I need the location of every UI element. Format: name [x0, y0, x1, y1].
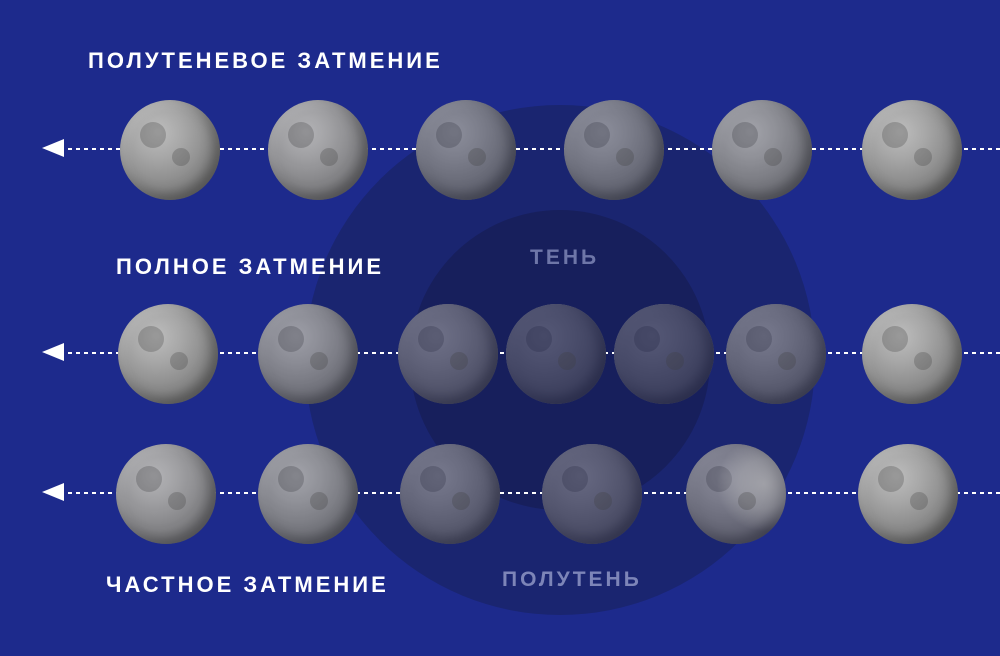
label-penumbral: ПОЛУТЕНЕВОЕ ЗАТМЕНИЕ [88, 48, 443, 74]
moon-penumbral-4 [712, 100, 812, 200]
arrow-total [42, 343, 64, 361]
moon-total-1 [258, 304, 358, 404]
penumbra-label: ПОЛУТЕНЬ [502, 568, 642, 592]
moon-total-5 [726, 304, 826, 404]
moon-penumbral-2 [416, 100, 516, 200]
moon-total-2 [398, 304, 498, 404]
moon-partial-0 [116, 444, 216, 544]
moon-partial-3 [542, 444, 642, 544]
moon-penumbral-5 [862, 100, 962, 200]
label-total: ПОЛНОЕ ЗАТМЕНИЕ [116, 254, 384, 280]
moon-partial-1 [258, 444, 358, 544]
moon-partial-4 [686, 444, 786, 544]
moon-partial-2 [400, 444, 500, 544]
moon-partial-5 [858, 444, 958, 544]
moon-total-0 [118, 304, 218, 404]
label-partial: ЧАСТНОЕ ЗАТМЕНИЕ [106, 572, 389, 598]
moon-penumbral-3 [564, 100, 664, 200]
arrow-penumbral [42, 139, 64, 157]
umbra-label: ТЕНЬ [530, 246, 599, 270]
moon-penumbral-0 [120, 100, 220, 200]
arrow-partial [42, 483, 64, 501]
moon-total-4 [614, 304, 714, 404]
moon-total-3 [506, 304, 606, 404]
moon-total-6 [862, 304, 962, 404]
moon-penumbral-1 [268, 100, 368, 200]
